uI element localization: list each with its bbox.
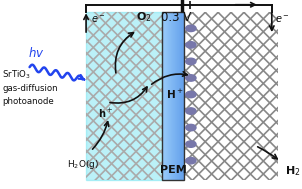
Bar <box>172 12 173 180</box>
Bar <box>178 12 179 180</box>
Text: $hv$: $hv$ <box>28 46 45 60</box>
Bar <box>168 12 169 180</box>
Bar <box>178 12 179 180</box>
Bar <box>182 12 183 180</box>
Bar <box>175 12 176 180</box>
Bar <box>169 12 170 180</box>
Bar <box>86 12 162 180</box>
Bar <box>167 12 168 180</box>
Bar <box>169 12 170 180</box>
Bar <box>184 12 185 180</box>
Bar <box>167 12 168 180</box>
Bar <box>170 12 171 180</box>
Bar <box>165 12 166 180</box>
Bar <box>163 12 164 180</box>
Circle shape <box>186 108 196 114</box>
Bar <box>164 12 165 180</box>
Text: 0.3 V: 0.3 V <box>161 11 191 24</box>
Bar <box>164 12 165 180</box>
FancyArrowPatch shape <box>258 147 277 159</box>
FancyArrowPatch shape <box>92 122 109 149</box>
Circle shape <box>186 124 196 131</box>
Bar <box>171 12 172 180</box>
Text: $e^-$: $e^-$ <box>239 0 254 2</box>
Circle shape <box>186 141 196 147</box>
Bar <box>165 12 166 180</box>
Bar <box>177 12 178 180</box>
Bar <box>176 12 177 180</box>
Text: H$^+$: H$^+$ <box>166 88 184 101</box>
Circle shape <box>186 75 196 81</box>
Circle shape <box>186 157 196 164</box>
Bar <box>174 12 175 180</box>
Bar <box>176 12 177 180</box>
Text: PEM: PEM <box>159 165 186 175</box>
Circle shape <box>186 91 196 98</box>
Text: $e^-$: $e^-$ <box>275 14 290 25</box>
Bar <box>183 12 184 180</box>
Text: H$_2$: H$_2$ <box>285 164 301 178</box>
Bar <box>180 12 181 180</box>
Text: $e^-$: $e^-$ <box>91 14 105 25</box>
FancyArrowPatch shape <box>110 87 147 103</box>
FancyArrowPatch shape <box>115 33 133 73</box>
Bar <box>173 12 174 180</box>
Circle shape <box>186 58 196 65</box>
Bar <box>173 12 174 180</box>
Bar <box>181 12 182 180</box>
Bar <box>166 12 167 180</box>
Circle shape <box>186 42 196 48</box>
Bar <box>171 12 172 180</box>
Circle shape <box>186 25 196 32</box>
Bar <box>163 12 164 180</box>
Bar <box>179 12 180 180</box>
Text: SrTiO$_3$
gas-diffusion
photoanode: SrTiO$_3$ gas-diffusion photoanode <box>2 68 58 106</box>
Text: h$^+$: h$^+$ <box>98 107 113 120</box>
Bar <box>172 12 173 180</box>
FancyArrowPatch shape <box>152 72 187 84</box>
Bar <box>180 12 181 180</box>
Bar <box>182 12 183 180</box>
Text: O$_2$: O$_2$ <box>136 10 151 24</box>
Bar <box>162 12 163 180</box>
Bar <box>162 12 184 180</box>
Text: H$_2$O(g): H$_2$O(g) <box>67 158 99 171</box>
